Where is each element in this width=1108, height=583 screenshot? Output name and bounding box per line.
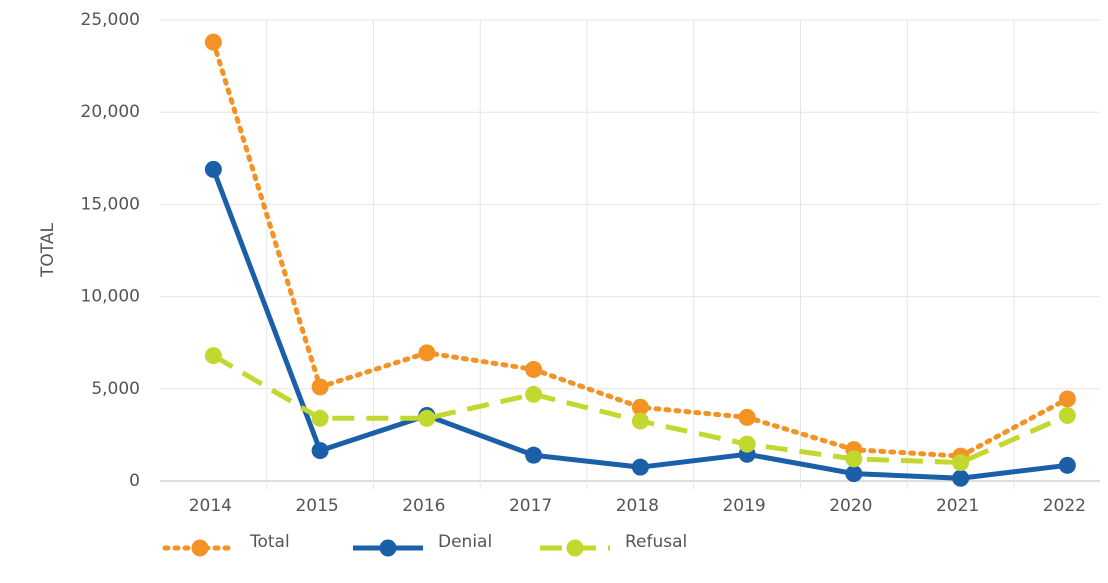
y-axis-label: TOTAL — [38, 223, 58, 278]
data-point — [631, 458, 649, 476]
y-tick-label: 25,000 — [81, 10, 140, 30]
y-tick-label: 10,000 — [81, 287, 140, 307]
data-point — [204, 160, 222, 178]
data-point — [525, 446, 543, 464]
data-point — [418, 409, 436, 427]
data-point — [1058, 456, 1076, 474]
legend-label: Total — [249, 532, 290, 552]
data-point — [952, 469, 970, 487]
data-point — [204, 347, 222, 365]
x-tick-label: 2019 — [722, 496, 765, 516]
data-point — [418, 344, 436, 362]
data-point — [525, 360, 543, 378]
y-tick-label: 5,000 — [91, 379, 140, 399]
legend-marker — [379, 539, 397, 557]
data-point — [738, 408, 756, 426]
data-point — [631, 398, 649, 416]
data-point — [845, 465, 863, 483]
x-tick-label: 2018 — [616, 496, 659, 516]
data-point — [631, 412, 649, 430]
data-point — [204, 33, 222, 51]
x-tick-label: 2020 — [829, 496, 872, 516]
x-tick-label: 2014 — [189, 496, 232, 516]
y-tick-label: 0 — [129, 471, 140, 491]
data-point — [738, 435, 756, 453]
data-point — [311, 378, 329, 396]
data-point — [952, 454, 970, 472]
x-tick-label: 2022 — [1043, 496, 1086, 516]
y-tick-label: 20,000 — [81, 102, 140, 122]
x-tick-label: 2021 — [936, 496, 979, 516]
x-tick-label: 2015 — [295, 496, 338, 516]
legend-marker — [566, 539, 584, 557]
x-tick-label: 2017 — [509, 496, 552, 516]
legend-marker — [191, 539, 209, 557]
x-tick-label: 2016 — [402, 496, 445, 516]
legend-label: Denial — [438, 532, 492, 552]
data-point — [311, 409, 329, 427]
data-point — [525, 385, 543, 403]
data-point — [311, 442, 329, 460]
data-point — [845, 450, 863, 468]
legend-label: Refusal — [625, 532, 687, 552]
series-line — [210, 39, 1070, 459]
data-point — [1058, 390, 1076, 408]
y-tick-label: 15,000 — [81, 194, 140, 214]
data-point — [1058, 407, 1076, 425]
series-line — [211, 168, 1068, 481]
